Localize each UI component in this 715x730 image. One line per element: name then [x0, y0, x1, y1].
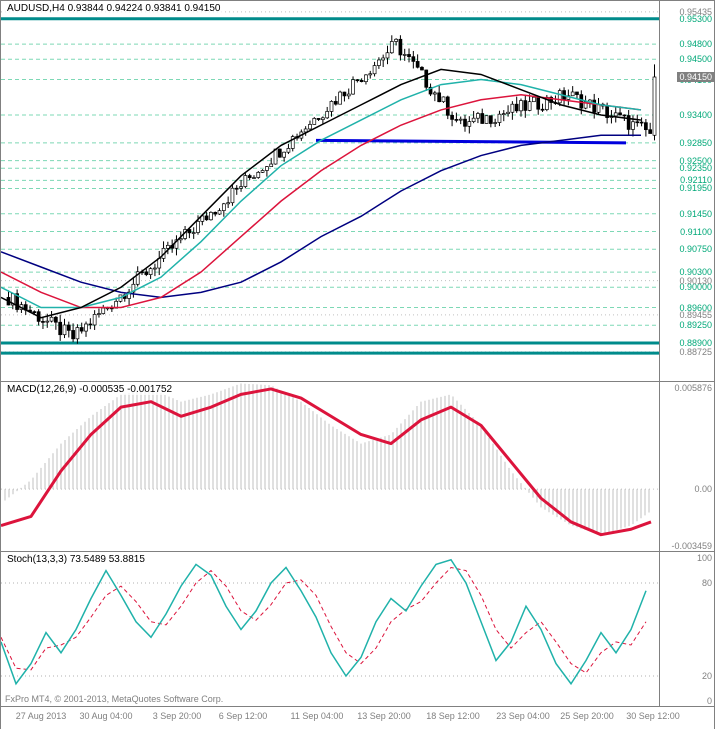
price-panel-title: AUDUSD,H4 0.93844 0.94224 0.93841 0.9415… — [5, 3, 223, 14]
x-axis-tick: 30 Aug 04:00 — [79, 711, 132, 721]
x-axis-tick: 25 Sep 20:00 — [560, 711, 614, 721]
macd-plot-area[interactable] — [1, 382, 659, 551]
macd-chart-svg — [1, 382, 661, 552]
price-plot-area[interactable] — [1, 1, 659, 381]
macd-y-axis: 0.005876 0.00 -0.003459 — [659, 382, 714, 551]
price-level-label: 0.92850 — [679, 138, 712, 148]
price-level-label: 0.93400 — [679, 110, 712, 120]
copyright-text: FxPro MT4, © 2001-2013, MetaQuotes Softw… — [5, 694, 223, 704]
x-axis-tick: 18 Sep 12:00 — [426, 711, 480, 721]
price-level-label: 0.91100 — [680, 227, 712, 237]
price-gray-label: 0.89455 — [679, 310, 712, 320]
x-axis-tick: 6 Sep 12:00 — [219, 711, 268, 721]
current-price-label: 0.94150 — [677, 72, 714, 82]
price-level-label: 0.94800 — [679, 39, 712, 49]
price-gray-label: 0.88725 — [679, 347, 712, 357]
x-axis-tick: 13 Sep 20:00 — [357, 711, 411, 721]
macd-panel: MACD(12,26,9) -0.000535 -0.001752 0.0058… — [1, 381, 714, 551]
price-y-axis: 0.953000.948000.945000.941000.934000.928… — [659, 1, 714, 381]
stoch-panel: Stoch(13,3,3) 73.5489 53.8815 100 80 20 0 F… — [1, 551, 714, 706]
stoch-y-tick: 0 — [707, 696, 712, 706]
stoch-panel-title: Stoch(13,3,3) 73.5489 53.8815 — [5, 554, 147, 565]
price-gray-label: 0.90130 — [679, 276, 712, 286]
stoch-y-tick: 20 — [702, 671, 712, 681]
macd-y-tick: -0.003459 — [671, 541, 712, 551]
stoch-y-tick: 80 — [702, 578, 712, 588]
macd-y-tick: 0.00 — [694, 484, 712, 494]
price-level-label: 0.91950 — [679, 183, 712, 193]
macd-panel-title: MACD(12,26,9) -0.000535 -0.001752 — [5, 384, 174, 395]
x-axis: 27 Aug 2013 30 Aug 04:00 3 Sep 20:00 6 Sep … — [1, 706, 714, 730]
price-chart-svg — [1, 1, 661, 381]
price-level-label: 0.90750 — [679, 244, 712, 254]
x-axis-tick: 11 Sep 04:00 — [291, 711, 344, 721]
x-axis-tick: 23 Sep 04:00 — [496, 711, 550, 721]
price-level-label: 0.89250 — [679, 320, 712, 330]
stoch-plot-area[interactable] — [1, 552, 659, 706]
price-level-label: 0.91450 — [679, 209, 712, 219]
price-gray-label: 0.95435 — [679, 7, 712, 17]
stoch-chart-svg — [1, 552, 661, 707]
x-axis-tick: 3 Sep 20:00 — [153, 711, 202, 721]
x-axis-tick: 27 Aug 2013 — [16, 711, 67, 721]
x-axis-tick: 30 Sep 12:00 — [626, 711, 680, 721]
stoch-y-tick: 100 — [697, 553, 712, 563]
chart-container: AUDUSD,H4 0.93844 0.94224 0.93841 0.9415… — [0, 0, 715, 729]
price-level-label: 0.94500 — [679, 54, 712, 64]
macd-y-tick: 0.005876 — [674, 383, 712, 393]
price-panel: AUDUSD,H4 0.93844 0.94224 0.93841 0.9415… — [1, 1, 714, 381]
price-level-label: 0.92350 — [679, 163, 712, 173]
stoch-y-axis: 100 80 20 0 — [659, 552, 714, 706]
